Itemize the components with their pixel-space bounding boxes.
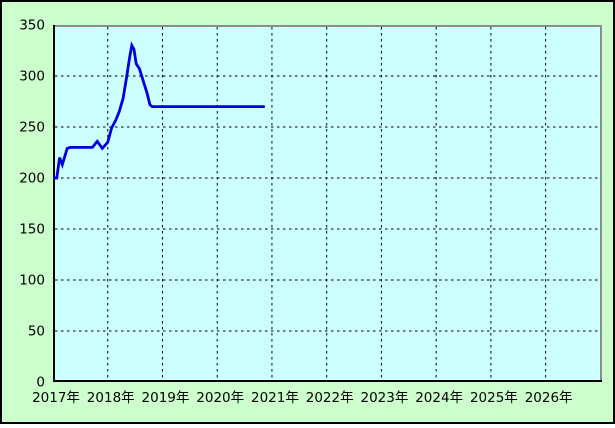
data-series-line	[53, 41, 265, 180]
y-axis-tick-label: 200	[19, 171, 45, 187]
x-axis-tick-label: 2021年	[251, 390, 299, 406]
x-axis-tick-label: 2017年	[32, 390, 80, 406]
x-axis-tick-label: 2025年	[470, 390, 518, 406]
x-axis-tick-label: 2026年	[525, 390, 573, 406]
x-axis-tick-label: 2023年	[360, 390, 408, 406]
plot-area	[53, 25, 602, 382]
y-axis-tick-label: 250	[19, 120, 45, 136]
x-axis-tick-label: 2020年	[196, 390, 244, 406]
y-axis-tick-label: 150	[19, 222, 45, 238]
y-axis-tick-label: 300	[19, 69, 45, 85]
y-axis-tick-label: 50	[28, 324, 45, 340]
y-axis-tick-label: 100	[19, 273, 45, 289]
x-axis-tick-label: 2022年	[306, 390, 354, 406]
x-axis-tick-label: 2018年	[87, 390, 135, 406]
x-axis-tick-label: 2024年	[415, 390, 463, 406]
x-axis-tick-label: 2019年	[142, 390, 190, 406]
y-axis-tick-label: 350	[19, 18, 45, 34]
y-axis-tick-label: 0	[36, 375, 45, 391]
